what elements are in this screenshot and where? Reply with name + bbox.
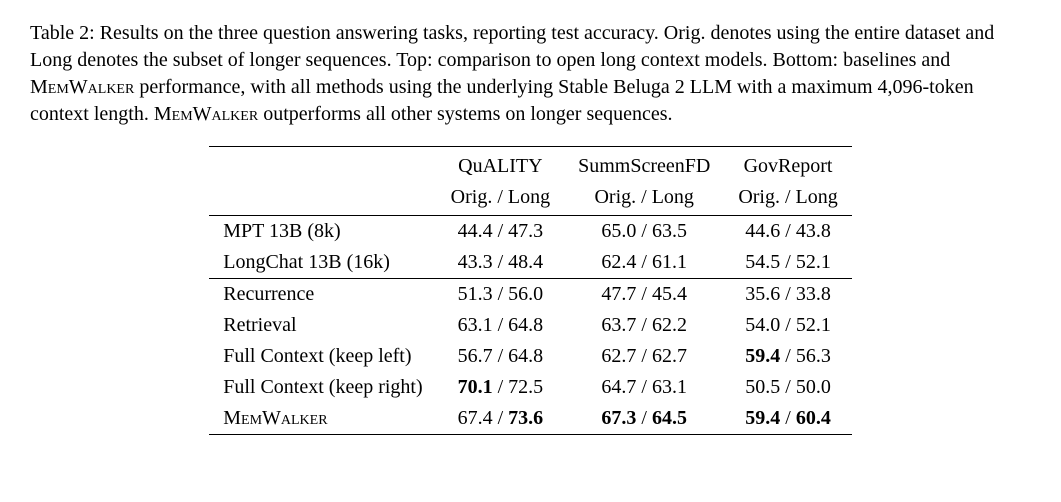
value-long: 60.4 bbox=[796, 407, 831, 429]
cell-summ: 65.0 / 63.5 bbox=[564, 216, 724, 248]
caption-text-1: Table 2: Results on the three question a… bbox=[30, 22, 994, 71]
results-table: QuALITY SummScreenFD GovReport Orig. / L… bbox=[209, 146, 852, 435]
cell-summ: 63.7 / 62.2 bbox=[564, 310, 724, 341]
cell-quality: 43.3 / 48.4 bbox=[437, 247, 564, 279]
cell-gov: 59.4 / 56.3 bbox=[724, 341, 851, 372]
row-label: MemWalker bbox=[209, 403, 436, 435]
table-row: MemWalker67.4 / 73.667.3 / 64.559.4 / 60… bbox=[209, 403, 852, 435]
cell-gov: 54.0 / 52.1 bbox=[724, 310, 851, 341]
table-row: Full Context (keep right)70.1 / 72.564.7… bbox=[209, 372, 852, 403]
value-orig: 65.0 bbox=[601, 220, 636, 242]
value-long: 50.0 bbox=[796, 376, 831, 398]
cell-quality: 63.1 / 64.8 bbox=[437, 310, 564, 341]
value-orig: 50.5 bbox=[745, 376, 780, 398]
cell-summ: 62.7 / 62.7 bbox=[564, 341, 724, 372]
value-long: 48.4 bbox=[508, 251, 543, 273]
value-long: 47.3 bbox=[508, 220, 543, 242]
cell-quality: 67.4 / 73.6 bbox=[437, 403, 564, 435]
value-orig: 54.5 bbox=[745, 251, 780, 273]
value-orig: 67.3 bbox=[601, 407, 636, 429]
subheader-summ: Orig. / Long bbox=[564, 182, 724, 216]
row-label: Retrieval bbox=[209, 310, 436, 341]
table-caption: Table 2: Results on the three question a… bbox=[30, 20, 1031, 128]
cell-quality: 51.3 / 56.0 bbox=[437, 279, 564, 311]
cell-summ: 47.7 / 45.4 bbox=[564, 279, 724, 311]
value-orig: 67.4 bbox=[458, 407, 493, 429]
cell-summ: 67.3 / 64.5 bbox=[564, 403, 724, 435]
caption-text-3: outperforms all other systems on longer … bbox=[258, 103, 672, 125]
cell-gov: 54.5 / 52.1 bbox=[724, 247, 851, 279]
value-long: 45.4 bbox=[652, 283, 687, 305]
value-long: 72.5 bbox=[508, 376, 543, 398]
value-long: 52.1 bbox=[796, 314, 831, 336]
table-row: Full Context (keep left)56.7 / 64.862.7 … bbox=[209, 341, 852, 372]
value-long: 62.7 bbox=[652, 345, 687, 367]
value-long: 61.1 bbox=[652, 251, 687, 273]
value-orig: 62.4 bbox=[601, 251, 636, 273]
value-orig: 59.4 bbox=[745, 407, 780, 429]
table-row: Recurrence51.3 / 56.047.7 / 45.435.6 / 3… bbox=[209, 279, 852, 311]
memwalker-sc-2: MemWalker bbox=[154, 103, 258, 125]
value-orig: 63.7 bbox=[601, 314, 636, 336]
value-orig: 47.7 bbox=[601, 283, 636, 305]
value-long: 73.6 bbox=[508, 407, 543, 429]
table-row: MPT 13B (8k)44.4 / 47.365.0 / 63.544.6 /… bbox=[209, 216, 852, 248]
value-orig: 62.7 bbox=[601, 345, 636, 367]
row-label: Full Context (keep right) bbox=[209, 372, 436, 403]
value-long: 62.2 bbox=[652, 314, 687, 336]
cell-quality: 56.7 / 64.8 bbox=[437, 341, 564, 372]
row-label: MPT 13B (8k) bbox=[209, 216, 436, 248]
cell-summ: 62.4 / 61.1 bbox=[564, 247, 724, 279]
value-orig: 44.6 bbox=[745, 220, 780, 242]
cell-gov: 35.6 / 33.8 bbox=[724, 279, 851, 311]
cell-gov: 59.4 / 60.4 bbox=[724, 403, 851, 435]
value-long: 64.5 bbox=[652, 407, 687, 429]
value-long: 64.8 bbox=[508, 314, 543, 336]
value-long: 56.0 bbox=[508, 283, 543, 305]
value-orig: 64.7 bbox=[601, 376, 636, 398]
header-gov: GovReport bbox=[724, 147, 851, 183]
value-long: 52.1 bbox=[796, 251, 831, 273]
value-orig: 35.6 bbox=[745, 283, 780, 305]
value-orig: 54.0 bbox=[745, 314, 780, 336]
table-row: Retrieval63.1 / 64.863.7 / 62.254.0 / 52… bbox=[209, 310, 852, 341]
cell-gov: 44.6 / 43.8 bbox=[724, 216, 851, 248]
value-orig: 43.3 bbox=[458, 251, 493, 273]
header-empty bbox=[209, 147, 436, 183]
cell-gov: 50.5 / 50.0 bbox=[724, 372, 851, 403]
value-long: 63.5 bbox=[652, 220, 687, 242]
subheader-empty bbox=[209, 182, 436, 216]
row-label: LongChat 13B (16k) bbox=[209, 247, 436, 279]
header-quality: QuALITY bbox=[437, 147, 564, 183]
value-long: 63.1 bbox=[652, 376, 687, 398]
value-orig: 59.4 bbox=[745, 345, 780, 367]
subheader-gov: Orig. / Long bbox=[724, 182, 851, 216]
header-summ: SummScreenFD bbox=[564, 147, 724, 183]
value-long: 64.8 bbox=[508, 345, 543, 367]
cell-summ: 64.7 / 63.1 bbox=[564, 372, 724, 403]
row-label: Full Context (keep left) bbox=[209, 341, 436, 372]
value-orig: 63.1 bbox=[458, 314, 493, 336]
value-long: 33.8 bbox=[796, 283, 831, 305]
subheader-quality: Orig. / Long bbox=[437, 182, 564, 216]
memwalker-sc-1: MemWalker bbox=[30, 76, 134, 98]
row-label: Recurrence bbox=[209, 279, 436, 311]
value-orig: 70.1 bbox=[458, 376, 493, 398]
table-row: LongChat 13B (16k)43.3 / 48.462.4 / 61.1… bbox=[209, 247, 852, 279]
cell-quality: 44.4 / 47.3 bbox=[437, 216, 564, 248]
value-long: 56.3 bbox=[796, 345, 831, 367]
cell-quality: 70.1 / 72.5 bbox=[437, 372, 564, 403]
value-orig: 56.7 bbox=[458, 345, 493, 367]
value-orig: 51.3 bbox=[458, 283, 493, 305]
value-orig: 44.4 bbox=[458, 220, 493, 242]
value-long: 43.8 bbox=[796, 220, 831, 242]
